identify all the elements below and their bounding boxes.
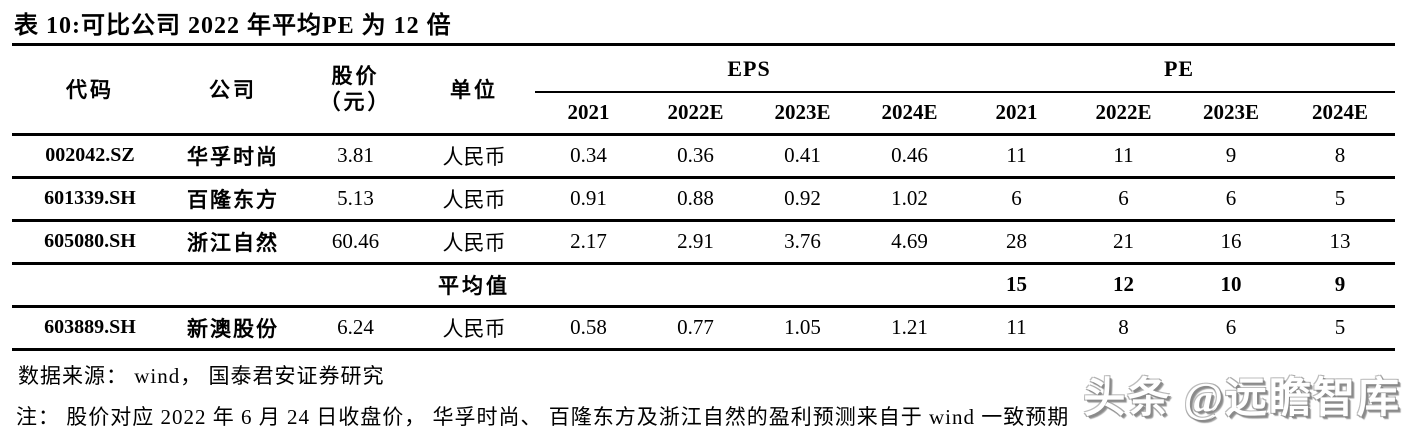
cell-eps-2024e: 4.69: [856, 220, 964, 265]
cell-avg-pe-2023e: 10: [1177, 263, 1286, 308]
cell-unit: 人民币: [413, 306, 535, 351]
cell-pe-2021: 11: [963, 306, 1071, 351]
cell-eps-2021: 0.34: [535, 134, 642, 179]
cell-eps-2024e: 1.21: [856, 306, 964, 351]
cell-pe-2023e: 9: [1177, 134, 1286, 179]
cell-pe-2024e: 5: [1285, 177, 1396, 222]
col-header-company: 公司: [168, 46, 298, 136]
table-title: 表 10:可比公司 2022 年平均PE 为 12 倍: [12, 0, 1395, 46]
col-group-pe: PE: [963, 46, 1396, 93]
cell-pe-2022e: 8: [1070, 306, 1178, 351]
cell-eps-2023e: 3.76: [749, 220, 856, 265]
cell-pe-2021: 11: [963, 134, 1071, 179]
comparable-companies-table: 代码 公司 股价 （元） 单位 EPS PE 2021 2022E 2023E …: [12, 46, 1396, 351]
cell-pe-2024e: 13: [1285, 220, 1396, 265]
cell-eps-2021: 0.58: [535, 306, 642, 351]
col-header-eps-2023e: 2023E: [749, 92, 856, 136]
cell-code: 002042.SZ: [12, 134, 168, 179]
col-header-pe-2023e: 2023E: [1177, 92, 1286, 136]
data-source-line: 数据来源： wind， 国泰君安证券研究: [18, 363, 385, 388]
col-group-eps: EPS: [535, 46, 964, 93]
col-header-pe-2024e: 2024E: [1285, 92, 1396, 136]
cell-empty: [856, 263, 964, 308]
col-header-eps-2024e: 2024E: [856, 92, 964, 136]
cell-pe-2022e: 11: [1070, 134, 1178, 179]
col-header-eps-2021: 2021: [535, 92, 642, 136]
cell-pe-2021: 28: [963, 220, 1071, 265]
cell-eps-2021: 2.17: [535, 220, 642, 265]
cell-price: 6.24: [298, 306, 413, 351]
watermark: 头条 @远瞻智库: [1083, 376, 1401, 422]
cell-pe-2024e: 5: [1285, 306, 1396, 351]
table-row: 601339.SH 百隆东方 5.13 人民币 0.91 0.88 0.92 1…: [12, 177, 1396, 222]
cell-eps-2024e: 1.02: [856, 177, 964, 222]
cell-company: 百隆东方: [168, 177, 298, 222]
cell-unit: 人民币: [413, 177, 535, 222]
cell-eps-2023e: 0.92: [749, 177, 856, 222]
table-row: 605080.SH 浙江自然 60.46 人民币 2.17 2.91 3.76 …: [12, 220, 1396, 265]
cell-pe-2023e: 16: [1177, 220, 1286, 265]
cell-pe-2022e: 21: [1070, 220, 1178, 265]
cell-eps-2023e: 1.05: [749, 306, 856, 351]
col-header-pe-2021: 2021: [963, 92, 1071, 136]
header-row-groups: 代码 公司 股价 （元） 单位 EPS PE: [12, 46, 1396, 136]
average-row: 平均值 15 12 10 9: [12, 263, 1396, 308]
cell-empty: [535, 263, 642, 308]
col-header-eps-2022e: 2022E: [642, 92, 749, 136]
col-header-pe-2022e: 2022E: [1070, 92, 1178, 136]
price-label-line1: 股价: [331, 64, 380, 88]
cell-empty: [168, 263, 298, 308]
cell-code: 601339.SH: [12, 177, 168, 222]
cell-empty: [12, 263, 168, 308]
cell-pe-2021: 6: [963, 177, 1071, 222]
cell-avg-pe-2021: 15: [963, 263, 1071, 308]
cell-pe-2022e: 6: [1070, 177, 1178, 222]
cell-company: 新澳股份: [168, 306, 298, 351]
cell-eps-2023e: 0.41: [749, 134, 856, 179]
cell-code: 603889.SH: [12, 306, 168, 351]
price-note-line: 注： 股价对应 2022 年 6 月 24 日收盘价， 华孚时尚、 百隆东方及浙…: [16, 404, 1070, 429]
cell-eps-2022e: 0.88: [642, 177, 749, 222]
price-label-line2: （元）: [319, 90, 392, 115]
cell-company: 华孚时尚: [168, 134, 298, 179]
cell-code: 605080.SH: [12, 220, 168, 265]
col-header-unit: 单位: [413, 46, 535, 136]
cell-eps-2021: 0.91: [535, 177, 642, 222]
average-label: 平均值: [413, 263, 535, 308]
cell-pe-2023e: 6: [1177, 177, 1286, 222]
cell-eps-2022e: 0.36: [642, 134, 749, 179]
col-header-price: 股价 （元）: [298, 46, 413, 136]
cell-eps-2022e: 0.77: [642, 306, 749, 351]
cell-empty: [298, 263, 413, 308]
cell-price: 60.46: [298, 220, 413, 265]
cell-empty: [749, 263, 856, 308]
cell-avg-pe-2024e: 9: [1285, 263, 1396, 308]
cell-empty: [642, 263, 749, 308]
table-row: 603889.SH 新澳股份 6.24 人民币 0.58 0.77 1.05 1…: [12, 306, 1396, 351]
col-header-code: 代码: [12, 46, 168, 136]
table-row: 002042.SZ 华孚时尚 3.81 人民币 0.34 0.36 0.41 0…: [12, 134, 1396, 179]
cell-price: 3.81: [298, 134, 413, 179]
cell-pe-2023e: 6: [1177, 306, 1286, 351]
cell-eps-2024e: 0.46: [856, 134, 964, 179]
header-row-years: 2021 2022E 2023E 2024E 2021 2022E 2023E …: [12, 92, 1396, 136]
cell-company: 浙江自然: [168, 220, 298, 265]
cell-pe-2024e: 8: [1285, 134, 1396, 179]
cell-avg-pe-2022e: 12: [1070, 263, 1178, 308]
cell-eps-2022e: 2.91: [642, 220, 749, 265]
cell-price: 5.13: [298, 177, 413, 222]
cell-unit: 人民币: [413, 220, 535, 265]
cell-unit: 人民币: [413, 134, 535, 179]
